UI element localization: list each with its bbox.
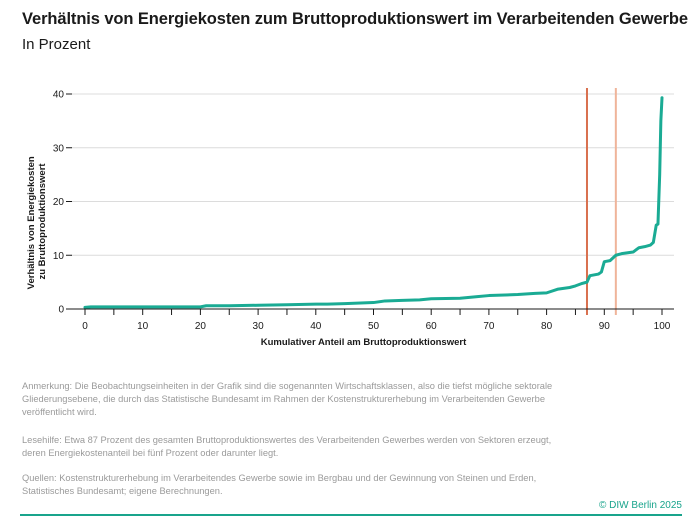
y-tick-label: 40 [53, 90, 65, 101]
x-axis-title: Kumulativer Anteil am Bruttoproduktionsw… [261, 337, 467, 348]
y-tick-label: 20 [53, 197, 65, 208]
note-reading-aid: Lesehilfe: Etwa 87 Prozent des gesamten … [22, 435, 552, 458]
y-axis-title-line-2: zu Bruttoproduktionswert [37, 163, 48, 280]
x-tick-label: 0 [82, 321, 88, 332]
x-tick-label: 80 [541, 321, 553, 332]
note-annotation: Anmerkung: Die Beobachtungseinheiten in … [22, 381, 553, 417]
y-tick-label: 10 [53, 251, 65, 262]
x-tick-label: 90 [599, 321, 611, 332]
gridlines [71, 93, 674, 256]
x-tick-label: 20 [195, 321, 207, 332]
x-tick-label: 70 [483, 321, 495, 332]
y-axis-title-line-1: Verhältnis von Energiekosten [26, 156, 37, 289]
x-tick-label: 10 [137, 321, 149, 332]
y-axis-title: Verhältnis von Energiekosten zu Bruttopr… [26, 154, 48, 290]
chart-subtitle: In Prozent [22, 36, 91, 53]
x-tick-label: 40 [310, 321, 322, 332]
chart-title: Verhältnis von Energiekosten zum Bruttop… [22, 10, 688, 28]
axes: 0 10 20 30 40 0 10 20 30 40 50 60 70 80 90 100 [53, 90, 674, 332]
x-tick-label: 100 [654, 321, 671, 332]
y-tick-label: 30 [53, 143, 65, 154]
x-tick-label: 30 [253, 321, 265, 332]
x-tick-label: 60 [426, 321, 438, 332]
reference-lines [585, 88, 617, 315]
copyright-text: © DIW Berlin 2025 [599, 500, 682, 511]
y-tick-label: 0 [58, 305, 64, 316]
note-sources: Quellen: Kostenstrukturerhebung im Verar… [22, 473, 537, 496]
x-tick-label: 50 [368, 321, 380, 332]
series-line [83, 96, 664, 309]
line-chart: 0 10 20 30 40 0 10 20 30 40 50 60 70 80 90 100 Kumulati… [26, 88, 674, 348]
bottom-divider [20, 514, 682, 516]
series-group [83, 96, 664, 309]
